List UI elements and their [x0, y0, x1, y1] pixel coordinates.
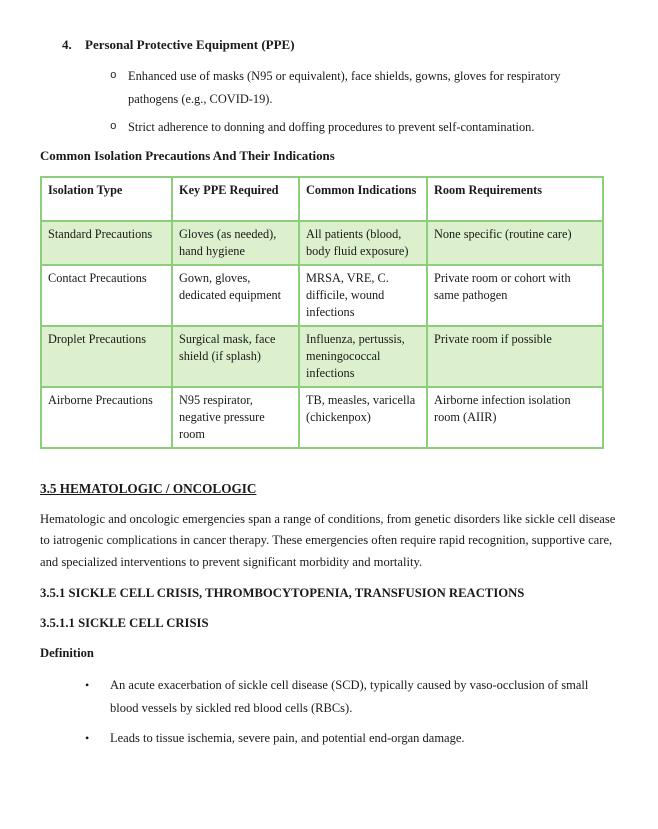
- list-item: • Leads to tissue ischemia, severe pain,…: [85, 727, 618, 750]
- heading-3-5-1-1: 3.5.1.1 SICKLE CELL CRISIS: [40, 616, 209, 630]
- table-row: Droplet Precautions Surgical mask, face …: [40, 324, 604, 388]
- table-header-row: Isolation Type Key PPE Required Common I…: [40, 175, 604, 222]
- list-item-text: An acute exacerbation of sickle cell dis…: [110, 678, 589, 715]
- table-cell: Contact Precautions: [40, 263, 173, 327]
- list-item: o Strict adherence to donning and doffin…: [110, 116, 618, 139]
- table-cell: N95 respirator, negative pressure room: [171, 385, 300, 449]
- table-cell: Influenza, pertussis, meningococcal infe…: [298, 324, 428, 388]
- heading-3-5-1: 3.5.1 SICKLE CELL CRISIS, THROMBOCYTOPEN…: [40, 586, 525, 600]
- list-item: • An acute exacerbation of sickle cell d…: [85, 674, 618, 719]
- ppe-numbered-heading: 4. Personal Protective Equipment (PPE): [62, 36, 618, 53]
- definition-bullet-list: • An acute exacerbation of sickle cell d…: [85, 674, 618, 750]
- table-cell: All patients (blood, body fluid exposure…: [298, 219, 428, 266]
- disc-bullet-icon: •: [85, 731, 90, 745]
- list-item-text: Leads to tissue ischemia, severe pain, a…: [110, 731, 465, 745]
- table-cell: Droplet Precautions: [40, 324, 173, 388]
- column-header: Key PPE Required: [171, 175, 300, 222]
- table-cell: Airborne Precautions: [40, 385, 173, 449]
- table-row: Contact Precautions Gown, gloves, dedica…: [40, 263, 604, 327]
- table-cell: Private room or cohort with same pathoge…: [426, 263, 604, 327]
- table-cell: Gown, gloves, dedicated equipment: [171, 263, 300, 327]
- column-header: Isolation Type: [40, 175, 173, 222]
- table-row: Standard Precautions Gloves (as needed),…: [40, 219, 604, 266]
- column-header: Room Requirements: [426, 175, 604, 222]
- table-cell: Standard Precautions: [40, 219, 173, 266]
- table-cell: None specific (routine care): [426, 219, 604, 266]
- table-cell: Gloves (as needed), hand hygiene: [171, 219, 300, 266]
- circle-bullet-icon: o: [110, 70, 117, 82]
- list-item-text: Enhanced use of masks (N95 or equivalent…: [128, 69, 561, 106]
- list-number: 4.: [62, 37, 72, 52]
- section-paragraph: Hematologic and oncologic emergencies sp…: [40, 511, 616, 569]
- table-cell: MRSA, VRE, C. difficile, wound infection…: [298, 263, 428, 327]
- section-heading-3-5: 3.5 HEMATOLOGIC / ONCOLOGIC: [40, 480, 257, 496]
- disc-bullet-icon: •: [85, 678, 90, 692]
- table-cell: Surgical mask, face shield (if splash): [171, 324, 300, 388]
- table-heading: Common Isolation Precautions And Their I…: [40, 148, 335, 163]
- ppe-heading-text: Personal Protective Equipment (PPE): [85, 37, 295, 52]
- table-cell: Airborne infection isolation room (AIIR): [426, 385, 604, 449]
- column-header: Common Indications: [298, 175, 428, 222]
- list-item-text: Strict adherence to donning and doffing …: [128, 120, 535, 134]
- isolation-precautions-table: Isolation Type Key PPE Required Common I…: [40, 175, 604, 449]
- table-row: Airborne Precautions N95 respirator, neg…: [40, 385, 604, 449]
- definition-label: Definition: [40, 646, 94, 660]
- circle-bullet-icon: o: [110, 121, 117, 133]
- list-item: o Enhanced use of masks (N95 or equivale…: [110, 65, 618, 110]
- table-cell: TB, measles, varicella (chickenpox): [298, 385, 428, 449]
- table-cell: Private room if possible: [426, 324, 604, 388]
- ppe-bullet-list: o Enhanced use of masks (N95 or equivale…: [110, 65, 618, 139]
